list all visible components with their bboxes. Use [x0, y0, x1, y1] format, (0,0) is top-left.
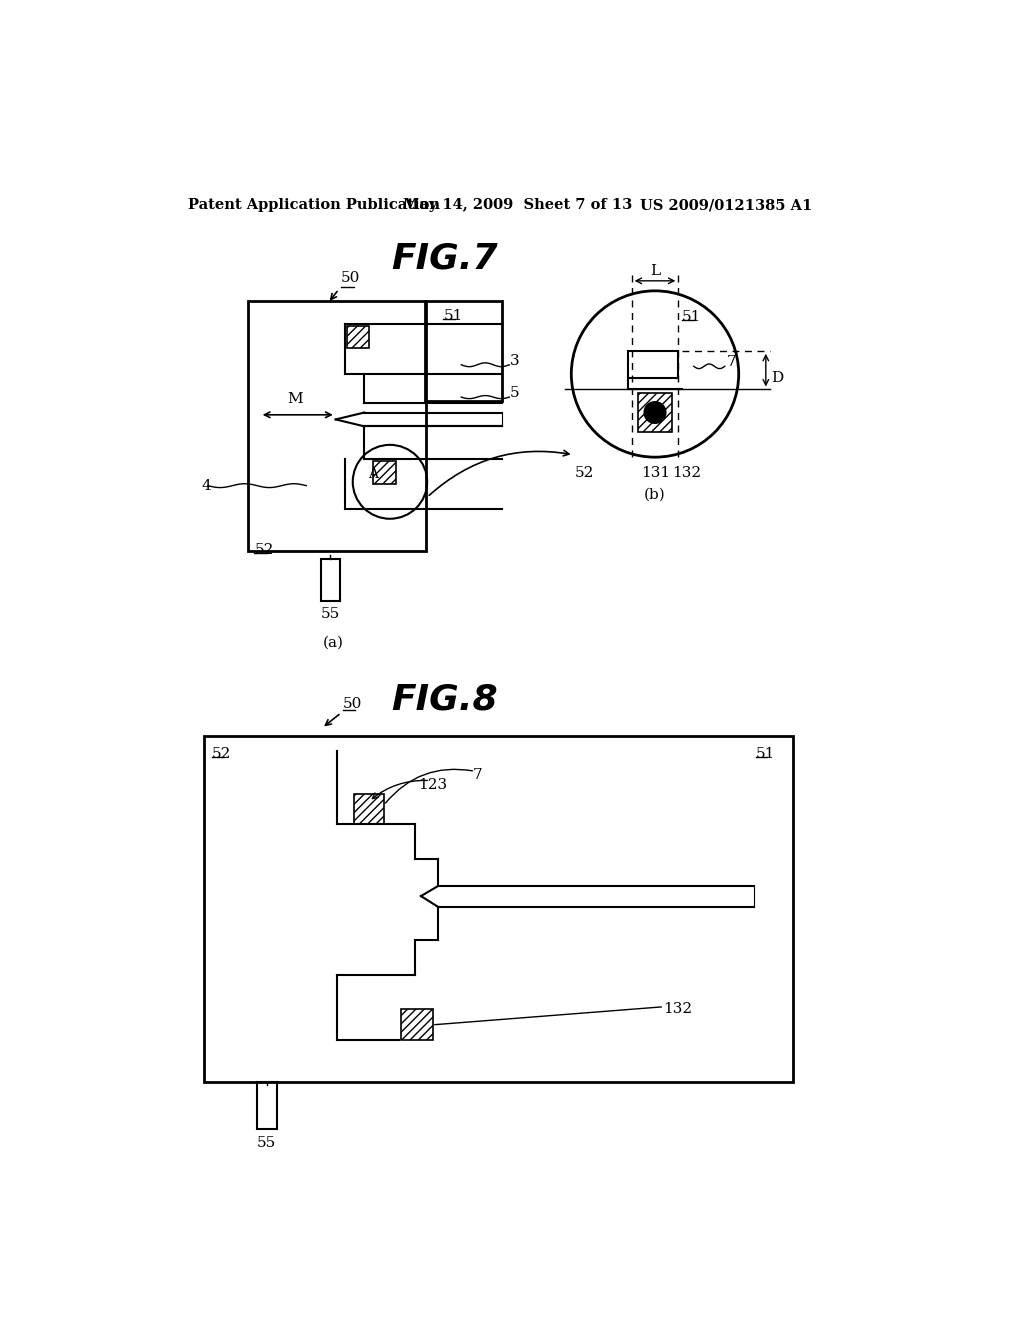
Bar — [400, 1010, 433, 1040]
Text: FIG.8: FIG.8 — [391, 682, 498, 715]
Bar — [628, 351, 678, 378]
Text: 7: 7 — [473, 768, 482, 783]
Text: 55: 55 — [321, 607, 340, 622]
Text: L: L — [650, 264, 660, 277]
Bar — [354, 793, 384, 825]
Bar — [373, 461, 396, 484]
Text: FIG.7: FIG.7 — [391, 242, 498, 276]
Text: 131: 131 — [641, 466, 670, 480]
Text: (b): (b) — [644, 488, 666, 502]
Text: 5: 5 — [510, 387, 520, 400]
Text: 51: 51 — [756, 747, 775, 762]
Text: 52: 52 — [254, 544, 273, 557]
Text: Patent Application Publication: Patent Application Publication — [188, 198, 440, 213]
Text: 50: 50 — [343, 697, 362, 711]
Text: A: A — [368, 467, 378, 480]
Text: 55: 55 — [257, 1137, 276, 1150]
Text: US 2009/0121385 A1: US 2009/0121385 A1 — [640, 198, 812, 213]
Text: M: M — [287, 392, 302, 405]
Bar — [347, 326, 369, 348]
Text: 52: 52 — [212, 747, 231, 762]
Text: 52: 52 — [575, 466, 595, 480]
Text: 4: 4 — [202, 479, 211, 492]
Bar — [638, 393, 672, 432]
Text: 3: 3 — [510, 354, 520, 368]
Text: 7: 7 — [726, 355, 736, 370]
Text: D: D — [771, 371, 783, 385]
Bar — [425, 301, 503, 401]
Bar — [204, 737, 793, 1082]
Text: 50: 50 — [341, 272, 360, 285]
Text: 132: 132 — [663, 1002, 692, 1015]
Text: 132: 132 — [672, 466, 701, 480]
Bar — [257, 1082, 276, 1129]
Text: 51: 51 — [443, 309, 463, 322]
Text: (a): (a) — [323, 636, 344, 649]
Bar — [248, 301, 426, 552]
Bar — [321, 558, 340, 601]
Circle shape — [644, 401, 666, 424]
Text: 51: 51 — [682, 310, 701, 325]
Text: May 14, 2009  Sheet 7 of 13: May 14, 2009 Sheet 7 of 13 — [403, 198, 633, 213]
Text: 123: 123 — [419, 779, 447, 792]
